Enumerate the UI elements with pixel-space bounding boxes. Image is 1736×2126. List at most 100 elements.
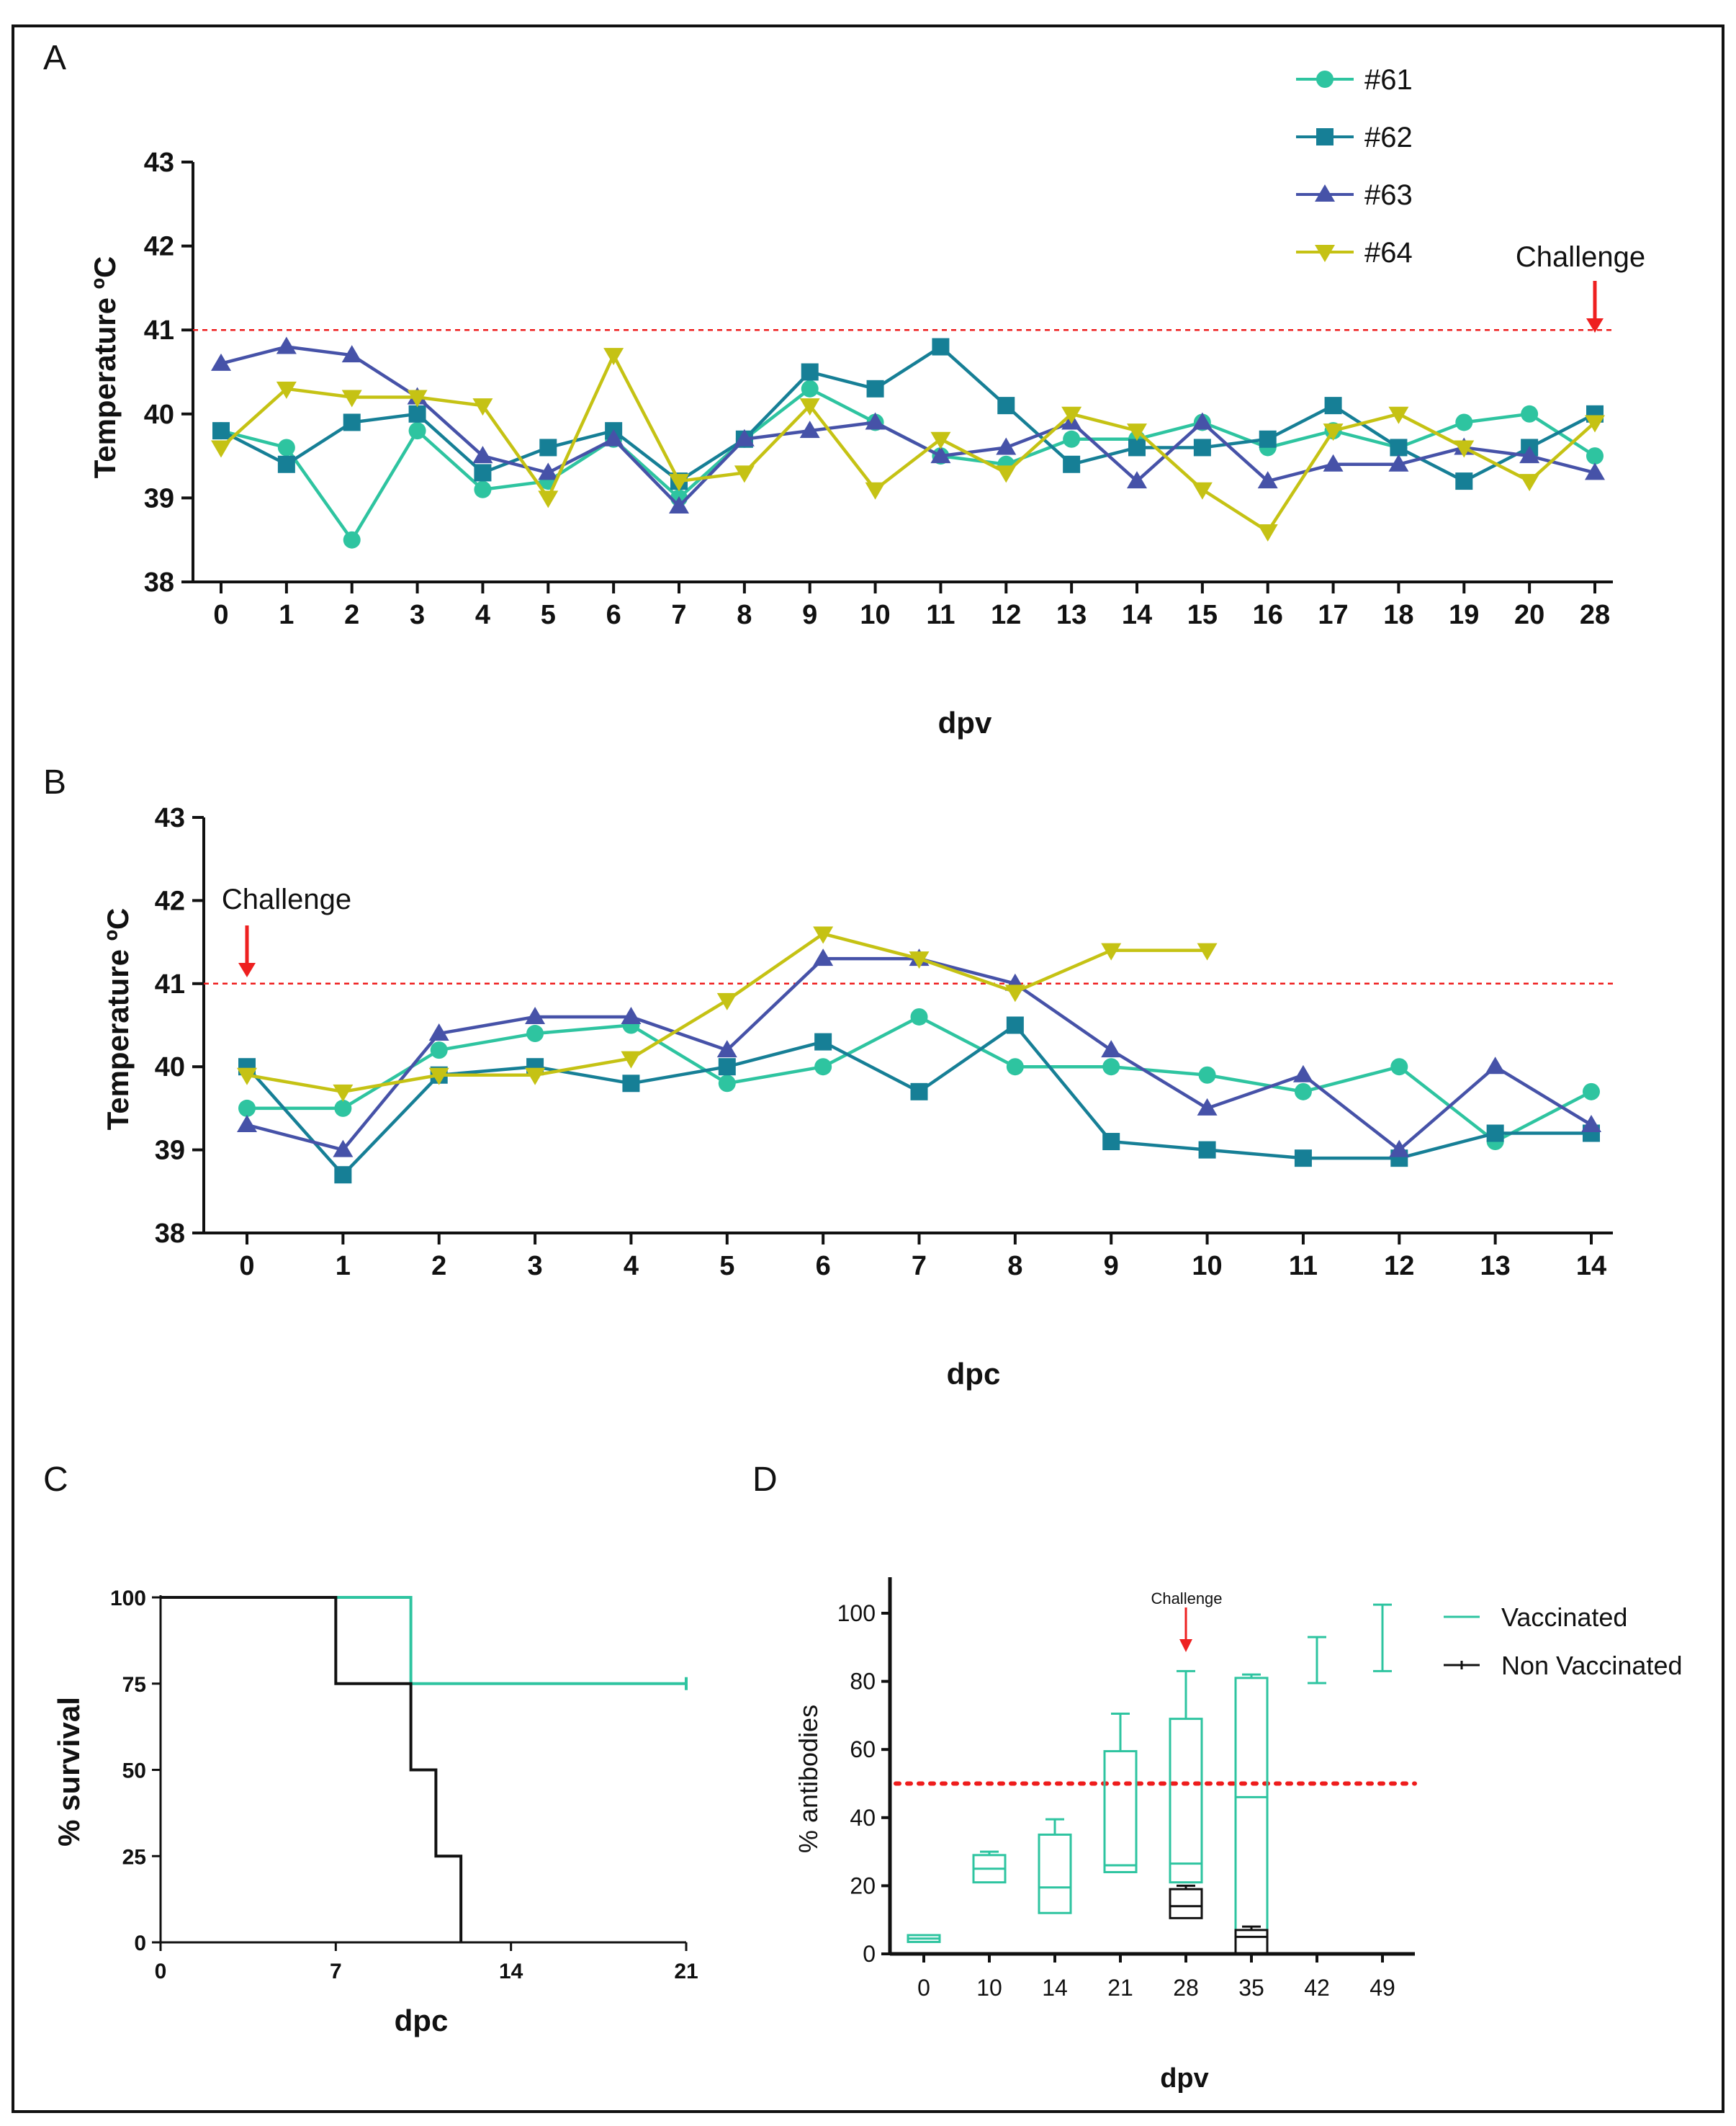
panel-b-xtick-label: 2 [431, 1251, 446, 1281]
panel-a-xtick-label: 6 [606, 600, 621, 630]
panel-b-point-64 [428, 1067, 449, 1085]
panel-a-point-64 [407, 390, 428, 408]
panel-label-d: D [752, 1461, 778, 1499]
panel-b-point-63 [621, 1006, 642, 1024]
panel-a-point-64 [669, 474, 689, 492]
panel-b-point-62 [1486, 1124, 1504, 1142]
panel-a-point-62 [1063, 455, 1081, 473]
panel-b-xtick-label: 13 [1480, 1251, 1511, 1281]
panel-a-xtick-label: 8 [737, 600, 752, 630]
panel-a-point-62 [212, 422, 230, 440]
panel-d-xtick-label: 28 [1173, 1975, 1199, 2001]
panel-a-point-64 [1061, 406, 1082, 424]
panel-a-point-63 [341, 345, 362, 363]
panel-b-ylabel: Temperature ºC [101, 908, 135, 1131]
panel-b-xtick-label: 10 [1192, 1251, 1222, 1281]
panel-b-xtick-label: 12 [1384, 1251, 1414, 1281]
panel-b-ytick-label: 41 [155, 969, 185, 1000]
panel-a-point-62 [866, 380, 884, 398]
panel-a-point-61 [801, 380, 819, 398]
panel-b-xtick-label: 14 [1576, 1251, 1606, 1281]
panel-b-xtick-label: 0 [239, 1251, 254, 1281]
panel-b-point-64 [1004, 984, 1025, 1003]
panel-label-c: C [43, 1461, 68, 1499]
panel-c-survival-line-nonvaccinated [161, 1596, 463, 1942]
panel-a-xtick-label: 18 [1383, 600, 1413, 630]
panel-a-legend: #61 #62 #63 #64 [1296, 64, 1413, 269]
panel-a-ytick-label: 39 [144, 483, 174, 513]
legend-label-64: #64 [1364, 237, 1413, 269]
panel-a-point-62 [1455, 472, 1473, 490]
panel-a-point-64 [1192, 482, 1213, 500]
panel-b-xtick-label: 11 [1289, 1251, 1318, 1281]
panel-a-point-63 [538, 462, 559, 480]
panel-b-point-61 [1198, 1066, 1216, 1084]
panel-b-point-63 [1389, 1139, 1410, 1157]
panel-a-xtick-label: 2 [344, 600, 359, 630]
panel-a-point-62 [343, 413, 361, 431]
panel-a-point-64 [1323, 423, 1344, 441]
legend-marker-64 [1315, 245, 1335, 262]
panel-a-point-63 [669, 496, 689, 514]
panel-b-point-62 [910, 1082, 928, 1100]
panel-a-point-63 [734, 429, 755, 447]
legend-item-61: #61 [1296, 64, 1413, 96]
panel-a-point-63 [276, 336, 297, 354]
panel-b-ytick-label: 38 [155, 1219, 185, 1249]
panel-a-point-62 [474, 464, 492, 482]
panel-d-xtick-label: 49 [1370, 1975, 1395, 2001]
legend-marker-63 [1315, 184, 1335, 202]
panel-a-xtick-label: 4 [475, 600, 490, 630]
panel-b-point-64 [333, 1084, 354, 1102]
panel-d-xtick-label: 0 [917, 1975, 930, 2001]
panel-a-point-63 [1388, 454, 1409, 472]
panel-a-xtick-label: 28 [1580, 600, 1610, 630]
panel-a-point-63 [1127, 471, 1147, 489]
panel-b-point-63 [525, 1006, 546, 1024]
panel-d-xtick-label: 10 [976, 1975, 1002, 2001]
panel-b-point-63 [813, 948, 834, 966]
panel-c-ytick-label: 50 [122, 1759, 146, 1783]
panel-a-xtick-label: 16 [1253, 600, 1283, 630]
panel-c-ylabel: % survival [52, 1697, 86, 1847]
panel-c-ytick-label: 100 [110, 1587, 146, 1610]
panel-b-point-63 [1292, 1064, 1313, 1082]
panel-c-ytick-label: 25 [122, 1845, 146, 1869]
panel-a-point-61 [408, 422, 426, 440]
panel-b-xtick-label: 1 [336, 1251, 351, 1281]
panel-b-ytick-label: 40 [155, 1052, 185, 1082]
panel-b-chart: Temperature ºC dpc Challenge 38394041424… [101, 803, 1613, 1391]
legend-marker-62 [1316, 128, 1334, 145]
panel-a-challenge-arrow-head [1586, 318, 1604, 333]
panel-a-xtick-label: 14 [1122, 600, 1152, 630]
panel-a-point-62 [801, 363, 819, 381]
panel-b-point-63 [716, 1040, 737, 1058]
panel-c-xlabel: dpc [395, 2004, 449, 2037]
panel-b-point-64 [1101, 943, 1122, 961]
panel-b-xtick-label: 4 [624, 1251, 639, 1281]
panel-d-xtick-label: 42 [1304, 1975, 1330, 2001]
panel-a-xtick-label: 17 [1318, 600, 1348, 630]
panel-d-ytick-label: 60 [850, 1736, 876, 1762]
figure-border [12, 24, 1724, 2113]
panel-a-point-62 [1128, 439, 1146, 457]
panel-a-xtick-label: 15 [1187, 600, 1218, 630]
legend-item-62: #62 [1296, 122, 1413, 153]
panel-a-point-63 [799, 421, 820, 439]
panel-a-xtick-label: 12 [991, 600, 1021, 630]
panel-a-xtick-label: 9 [802, 600, 817, 630]
panel-a-challenge-label: Challenge [1516, 241, 1645, 273]
panel-a-point-64 [865, 482, 886, 500]
legend-label-nonvaccinated: Non Vaccinated [1501, 1651, 1683, 1680]
panel-a-point-61 [277, 439, 295, 457]
panel-b-xtick-label: 6 [816, 1251, 831, 1281]
panel-b-point-62 [1294, 1149, 1312, 1167]
panel-b-ytick-label: 42 [155, 886, 185, 916]
panel-a-point-62 [1259, 430, 1277, 448]
panel-a-xlabel: dpv [938, 706, 992, 740]
panel-a-point-64 [472, 398, 493, 416]
panel-a-point-64 [341, 390, 362, 408]
panel-a-ylabel: Temperature ºC [88, 256, 122, 479]
